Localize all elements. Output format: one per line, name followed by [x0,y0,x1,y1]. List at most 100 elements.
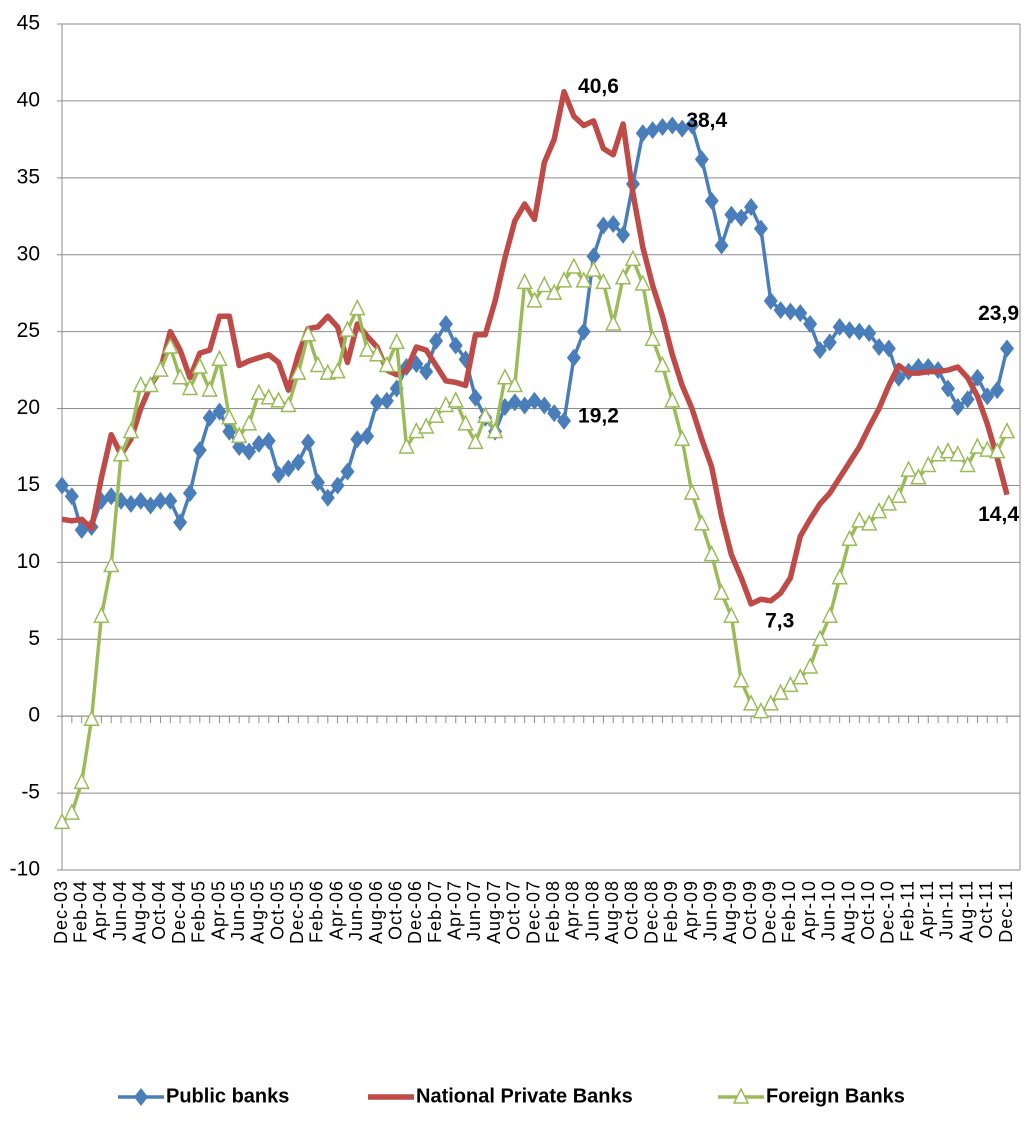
marker [181,378,199,396]
marker [744,198,759,217]
marker [575,271,592,288]
marker [665,116,680,135]
marker [320,488,335,507]
marker [447,391,464,408]
marker [998,421,1016,439]
marker [173,513,188,532]
y-tick-label: 25 [17,319,40,342]
x-tick-label: Dec-03 [51,880,71,944]
marker [93,606,110,623]
marker [191,357,209,374]
data-label: 40,6 [578,75,619,98]
x-tick-label: Jun-11 [937,880,957,940]
marker [576,322,591,341]
marker [153,491,168,510]
marker [370,393,384,412]
marker [368,345,386,362]
x-tick-label: Dec-07 [523,880,543,944]
marker [693,514,711,531]
x-tick-label: Oct-09 [740,880,760,940]
marker [388,332,405,350]
marker [162,337,179,354]
marker [271,465,286,484]
y-tick-label: 45 [17,12,40,35]
marker [822,333,837,352]
marker [486,421,504,439]
y-tick-label: 35 [17,165,40,188]
marker [734,208,749,227]
marker [694,150,709,169]
marker [872,338,887,357]
x-tick-label: Feb-05 [189,880,209,943]
marker [673,429,691,447]
marker [940,379,955,398]
marker [713,583,730,600]
marker [685,116,699,135]
marker [645,121,660,140]
x-tick-label: Dec-10 [878,880,898,944]
y-tick-label: 10 [17,550,40,573]
x-tick-label: Feb-07 [425,880,445,943]
marker [801,657,819,674]
marker [250,383,268,400]
marker [251,434,266,453]
x-tick-label: Oct-05 [267,880,287,940]
marker [419,362,434,381]
marker [290,363,307,380]
marker [910,468,927,485]
marker [566,348,581,367]
x-tick-label: Oct-07 [504,880,524,940]
x-tick-label: Oct-11 [976,880,996,939]
marker [557,411,572,430]
marker [260,388,277,405]
marker [339,320,356,337]
marker [53,812,71,830]
x-tick-label: Oct-08 [622,880,642,940]
marker [163,491,178,510]
y-tick-label: 30 [17,242,40,265]
marker [773,301,788,320]
marker [900,460,917,477]
marker [635,124,650,143]
x-tick-label: Jun-09 [700,880,720,941]
marker [920,455,937,473]
y-tick-label: 5 [28,627,40,650]
marker [862,324,877,343]
x-tick-label: Aug-11 [956,880,976,943]
marker [329,361,346,379]
marker [605,314,622,331]
x-tick-label: Oct-04 [149,880,169,940]
legend-marker [732,1087,750,1104]
marker [763,291,778,310]
marker [675,119,690,138]
marker [655,118,670,137]
marker [969,437,986,454]
x-tick-label: Apr-11 [917,880,937,939]
marker [301,433,316,452]
marker [132,375,149,393]
marker [841,529,858,547]
marker [950,398,965,417]
x-tick-label: Dec-04 [169,880,189,944]
x-tick-label: Aug-04 [130,880,150,944]
marker [330,476,345,495]
legend-marker [134,1088,148,1106]
x-tick-label: Feb-06 [307,880,327,943]
marker [171,368,189,385]
marker [202,408,217,427]
marker [547,404,562,423]
marker [398,437,415,454]
marker [812,341,827,360]
x-tick-label: Aug-05 [248,880,268,944]
x-tick-label: Oct-06 [385,880,405,940]
marker [240,414,258,431]
x-tick-label: Apr-04 [90,880,110,940]
legend-label: National Private Banks [416,1085,633,1107]
data-label: 38,4 [686,109,727,132]
x-tick-label: Feb-09 [661,880,681,943]
marker [122,421,140,439]
marker [753,219,768,238]
marker [378,355,396,373]
x-tick-label: Aug-10 [838,880,858,944]
marker [281,459,296,478]
